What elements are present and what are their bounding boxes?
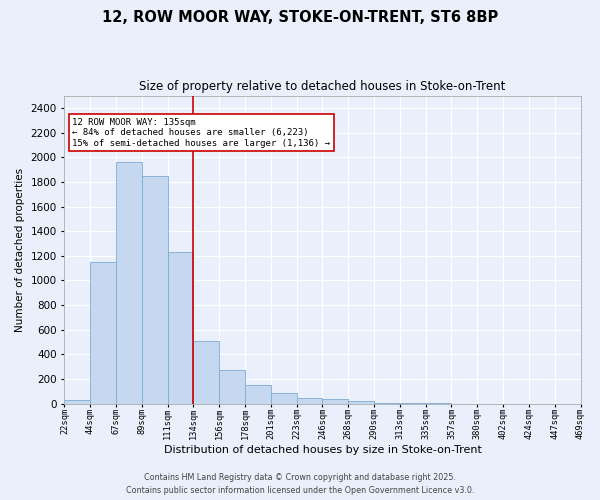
Bar bbox=[271, 392, 296, 404]
Bar bbox=[400, 403, 425, 404]
Bar bbox=[167, 252, 193, 404]
Bar bbox=[142, 176, 167, 404]
Bar bbox=[322, 398, 348, 404]
X-axis label: Distribution of detached houses by size in Stoke-on-Trent: Distribution of detached houses by size … bbox=[164, 445, 481, 455]
Bar bbox=[116, 162, 142, 404]
Bar bbox=[219, 370, 245, 404]
Bar bbox=[193, 341, 219, 404]
Title: Size of property relative to detached houses in Stoke-on-Trent: Size of property relative to detached ho… bbox=[139, 80, 506, 93]
Bar bbox=[90, 262, 116, 404]
Text: 12 ROW MOOR WAY: 135sqm
← 84% of detached houses are smaller (6,223)
15% of semi: 12 ROW MOOR WAY: 135sqm ← 84% of detache… bbox=[72, 118, 330, 148]
Bar bbox=[374, 402, 400, 404]
Bar bbox=[348, 402, 374, 404]
Text: 12, ROW MOOR WAY, STOKE-ON-TRENT, ST6 8BP: 12, ROW MOOR WAY, STOKE-ON-TRENT, ST6 8B… bbox=[102, 10, 498, 25]
Bar bbox=[296, 398, 322, 404]
Bar bbox=[245, 384, 271, 404]
Y-axis label: Number of detached properties: Number of detached properties bbox=[15, 168, 25, 332]
Bar bbox=[64, 400, 90, 404]
Text: Contains HM Land Registry data © Crown copyright and database right 2025.
Contai: Contains HM Land Registry data © Crown c… bbox=[126, 474, 474, 495]
